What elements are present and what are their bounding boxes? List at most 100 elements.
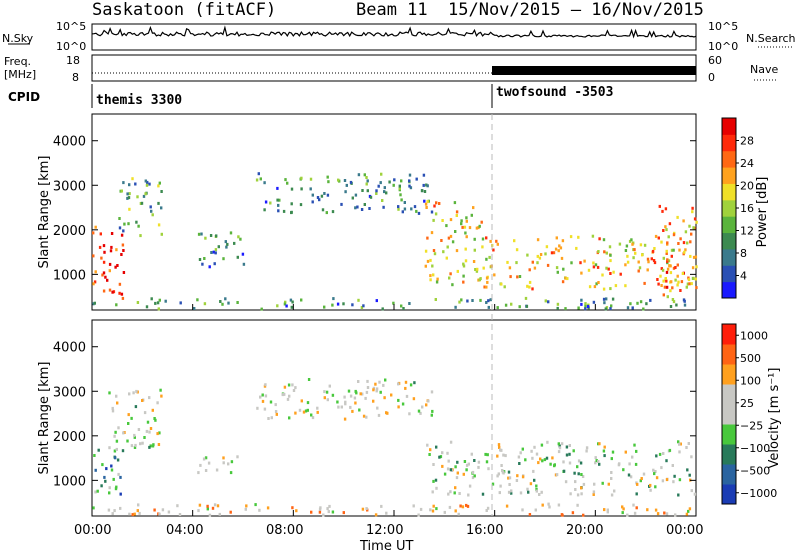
data-cell <box>276 198 279 202</box>
data-cell <box>610 493 614 497</box>
data-cell <box>678 450 681 454</box>
data-cell <box>379 390 382 394</box>
colorbar-swatch <box>722 134 736 152</box>
data-cell <box>440 239 443 242</box>
data-cell <box>351 303 354 307</box>
data-cell <box>141 399 144 402</box>
data-cell <box>362 304 365 308</box>
data-cell <box>537 461 540 465</box>
data-cell <box>656 512 660 516</box>
power-y-label: Slant Range [km] <box>37 156 52 269</box>
data-cell <box>465 219 468 223</box>
data-cell <box>345 183 348 187</box>
data-cell <box>236 455 239 459</box>
data-cell <box>116 458 120 462</box>
data-cell <box>665 512 669 516</box>
data-cell <box>595 459 598 463</box>
data-cell <box>534 508 537 512</box>
data-cell <box>326 175 329 179</box>
data-cell <box>666 259 669 263</box>
data-cell <box>603 445 606 449</box>
data-cell <box>509 275 512 279</box>
data-cell <box>397 205 400 209</box>
data-cell <box>550 251 554 255</box>
data-cell <box>136 195 139 199</box>
data-cell <box>139 442 142 446</box>
data-cell <box>449 490 452 494</box>
data-cell <box>649 298 652 302</box>
data-cell <box>593 482 596 486</box>
data-cell <box>115 248 118 252</box>
cpid-strip: CPID themis 3300 twofsound -3503 <box>8 84 613 108</box>
data-cell <box>413 381 416 385</box>
data-cell <box>465 503 468 507</box>
data-cell <box>227 301 230 305</box>
data-cell <box>546 440 549 444</box>
data-cell <box>510 302 513 306</box>
data-cell <box>579 461 583 465</box>
data-cell <box>610 457 613 461</box>
data-cell <box>660 466 663 470</box>
x-tick-label: 00:00 <box>74 523 111 538</box>
data-cell <box>224 240 227 244</box>
data-cell <box>211 506 215 510</box>
data-cell <box>580 492 583 496</box>
data-cell <box>635 449 638 453</box>
data-cell <box>676 274 679 278</box>
data-cell <box>122 271 126 274</box>
data-cell <box>425 403 428 407</box>
data-cell <box>582 513 585 517</box>
colorbar-swatch <box>722 384 736 405</box>
data-cell <box>344 402 347 406</box>
data-cell <box>484 452 487 456</box>
data-cell <box>610 304 613 308</box>
data-cell <box>424 264 427 268</box>
data-cell <box>467 462 470 466</box>
data-cell <box>264 383 267 387</box>
data-cell <box>609 253 612 257</box>
data-cell <box>291 300 294 304</box>
data-cell <box>551 456 554 460</box>
data-cell <box>93 454 96 457</box>
data-cell <box>655 454 658 458</box>
data-cell <box>692 226 695 230</box>
data-cell <box>385 411 388 415</box>
data-cell <box>467 493 470 497</box>
data-cell <box>673 474 676 478</box>
data-cell <box>382 383 385 387</box>
data-cell <box>668 264 671 268</box>
data-cell <box>351 196 354 200</box>
data-cell <box>515 261 518 265</box>
data-cell <box>463 225 467 229</box>
data-cell <box>260 307 263 311</box>
data-cell <box>362 414 366 418</box>
data-cell <box>290 305 293 309</box>
data-cell <box>449 218 453 222</box>
data-cell <box>151 408 154 412</box>
time-axis: 00:00 04:00 08:00 12:00 16:00 20:00 00:0… <box>74 523 703 554</box>
data-cell <box>157 443 161 446</box>
data-cell <box>533 478 536 482</box>
data-cell <box>624 284 627 288</box>
data-cell <box>646 257 650 261</box>
data-cell <box>485 509 488 512</box>
data-cell <box>441 464 444 468</box>
data-cell <box>662 293 665 297</box>
data-cell <box>377 413 381 417</box>
data-cell <box>665 228 668 232</box>
data-cell <box>670 280 673 284</box>
x-tick-label: 20:00 <box>566 523 603 538</box>
data-cell <box>114 487 118 491</box>
data-cell <box>122 181 125 185</box>
data-cell <box>197 232 201 236</box>
data-cell <box>538 256 542 260</box>
data-cell <box>422 183 425 187</box>
data-cell <box>97 448 100 452</box>
data-cell <box>432 504 435 508</box>
data-cell <box>199 463 202 467</box>
data-cell <box>601 481 604 485</box>
data-cell <box>510 491 513 495</box>
data-cell <box>242 262 246 266</box>
data-cell <box>456 471 459 475</box>
data-cell <box>689 254 692 258</box>
